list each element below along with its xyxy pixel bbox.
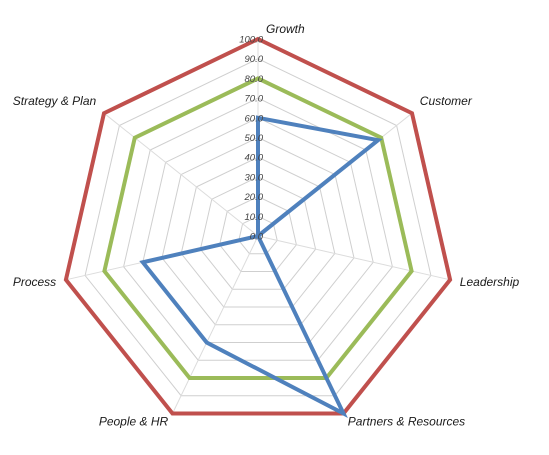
grid-spoke-6 (103, 112, 259, 237)
series-line-1 (102, 76, 414, 380)
category-label: Partners & Resources (348, 415, 465, 429)
tick-label: 80.0 (245, 74, 264, 85)
category-label: Growth (266, 22, 305, 36)
radar-category-labels: Growth Customer Leadership Partners & Resou… (13, 22, 520, 429)
tick-label: 10.0 (245, 212, 264, 223)
grid-ring-90 (84, 58, 432, 397)
series-line-0 (63, 36, 453, 416)
grid-ring-60 (142, 117, 374, 343)
tick-label: 40.0 (245, 153, 264, 164)
tick-label: 30.0 (245, 172, 264, 183)
radar-series (63, 36, 453, 419)
tick-label: 90.0 (245, 54, 264, 65)
tick-label: 70.0 (245, 94, 264, 105)
grid-ring-20 (219, 196, 297, 272)
grid-ring-70 (123, 97, 393, 361)
category-label: Leadership (460, 275, 520, 289)
grid-ring-40 (180, 156, 336, 308)
series-line-2 (139, 115, 383, 419)
tick-label: 50.0 (245, 133, 264, 144)
category-label: Process (13, 275, 56, 289)
tick-label: 20.0 (244, 192, 264, 203)
grid-spoke-2 (257, 235, 451, 281)
category-label: Customer (420, 94, 473, 108)
tick-label: 0.0 (250, 232, 264, 243)
grid-spoke-4 (172, 235, 259, 414)
category-label: Strategy & Plan (13, 94, 97, 108)
category-label: People & HR (99, 415, 169, 429)
grid-ring-30 (199, 176, 317, 290)
tick-label: 60.0 (245, 113, 264, 124)
radar-tick-labels: 0.0 10.0 20.0 30.0 40.0 50.0 60.0 70.0 80.0 90.0 1… (239, 35, 263, 243)
grid-ring-50 (161, 136, 355, 326)
grid-ring-10 (238, 215, 278, 255)
tick-label: 100.0 (239, 35, 263, 46)
